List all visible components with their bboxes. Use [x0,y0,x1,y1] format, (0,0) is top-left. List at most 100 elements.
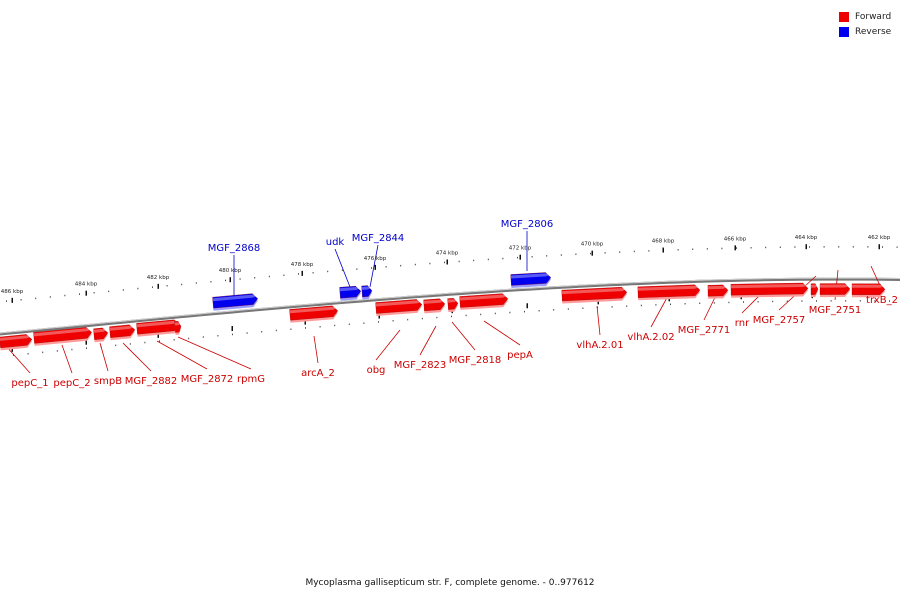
gene-arrow[interactable] [33,327,92,346]
ruler-dot [159,340,160,342]
label-leader-line [5,345,31,374]
ruler-dot [699,302,701,304]
ruler-dot [816,300,817,302]
gene-label-reverse[interactable]: MGF_2806 [501,219,554,230]
gene-label-forward[interactable]: MGF_2771 [678,325,731,336]
gene-arrow[interactable] [93,327,109,343]
ruler-dot [363,322,365,324]
label-leader-line [313,335,319,364]
ruler-tick [378,313,380,319]
gene-arrow[interactable] [339,285,362,301]
gene-label-forward[interactable]: obg [367,365,386,376]
ruler-dot [27,353,29,355]
gene-label-forward[interactable]: pepA [507,350,533,361]
ruler-dot [20,299,22,301]
gene-label-forward[interactable]: rnr [735,318,750,329]
gene-arrow[interactable] [361,285,373,300]
ruler-dot [509,311,511,314]
gene-label-forward[interactable]: MGF_2872 [181,374,234,385]
gene-arrow[interactable] [423,298,446,314]
ruler-dot [210,281,212,283]
ruler-dot [684,303,686,305]
gene-label-forward[interactable]: MGF_2818 [449,355,502,366]
gene-arrow[interactable] [447,298,459,313]
gene-label-reverse[interactable]: MGF_2868 [208,243,261,254]
ruler-tick-label: 474 kbp [436,250,459,256]
gene-arrow[interactable] [819,283,851,298]
legend-reverse-label: Reverse [855,26,892,37]
gene-label-forward[interactable]: vlhA.2.01 [576,340,623,351]
ruler-dot [254,277,256,279]
ruler-dot [35,297,37,300]
gene-arrow[interactable] [136,319,181,337]
gene-arrow[interactable] [561,286,628,304]
ruler-dot [465,314,467,317]
gene-arrow[interactable] [109,324,136,341]
gene-label-forward[interactable]: smpB [94,376,122,387]
ruler-dot [786,300,788,302]
gene-label-forward[interactable]: vlhA.2.02 [627,332,674,343]
ruler-tick-label: 466 kbp [724,236,747,242]
legend: Forward Reverse [839,9,891,39]
gene-arrow[interactable] [0,334,33,351]
gene-arrow[interactable] [730,282,809,298]
gene-label-reverse[interactable]: MGF_2844 [352,233,405,244]
gene-label-forward[interactable]: MGF_2757 [753,315,806,326]
ruler-dot [261,331,263,333]
label-leader-line [334,248,351,288]
gene-label-reverse[interactable]: udk [326,237,345,248]
gene-arrow[interactable] [375,299,423,316]
gene-arrow[interactable] [289,305,339,323]
ruler-dot [487,258,489,261]
gene-arrow[interactable] [174,321,182,335]
ruler-tick [662,247,664,253]
ruler-dot [743,301,744,303]
gene-arrow[interactable] [707,284,729,299]
gene-label-forward[interactable]: MGF_2823 [394,360,447,371]
ruler-dot [575,253,577,255]
ruler-dot [823,246,825,248]
gene-label-forward[interactable]: trxB_2 [866,295,898,306]
ruler-tick [374,264,376,270]
gene-arrow[interactable] [212,293,259,311]
gene-arrow[interactable] [810,283,819,298]
legend-item-forward[interactable]: Forward [839,9,891,24]
ruler-tick [878,244,880,250]
ruler-dot [6,300,7,302]
legend-item-reverse[interactable]: Reverse [839,24,891,39]
ruler-dot [378,321,379,323]
ruler-dot [874,300,876,302]
ruler-tick [301,270,303,276]
label-leader-line [177,336,252,370]
ruler-dot [619,251,621,253]
gene-label-forward[interactable]: arcA_2 [301,368,335,379]
ruler-dot [772,300,774,303]
ruler-dot [655,304,657,306]
ruler-dot [275,329,277,332]
gene-label-forward[interactable]: pepC_1 [11,378,48,389]
ruler-dot [202,336,204,338]
ruler-dots [6,246,898,356]
ruler-dot [341,269,343,271]
ruler-tick-label: 468 kbp [652,239,675,245]
gene-label-forward[interactable]: MGF_2882 [125,376,178,387]
gene-arrow[interactable] [510,272,552,289]
gene-arrow[interactable] [637,284,701,301]
gene-label-forward[interactable]: MGF_2751 [809,305,862,316]
gene-arrow[interactable] [851,283,886,298]
ruler-dot [590,252,591,255]
ruler-tick [157,332,159,338]
ruler-dot [246,332,248,334]
gene-label-forward[interactable]: pepC_2 [53,378,90,389]
ruler-dot [108,290,110,293]
ruler-tick [446,259,448,265]
ruler-dot [327,270,329,273]
gene-label-forward[interactable]: rpmG [237,374,265,385]
ruler-dot [611,306,613,308]
ruler-dot [42,351,44,354]
ruler-dot [524,310,525,313]
ruler-tick-label: 472 kbp [509,246,532,252]
gene-arrow[interactable] [459,293,509,310]
ruler-dot [232,333,233,336]
ruler-tick [85,290,87,296]
